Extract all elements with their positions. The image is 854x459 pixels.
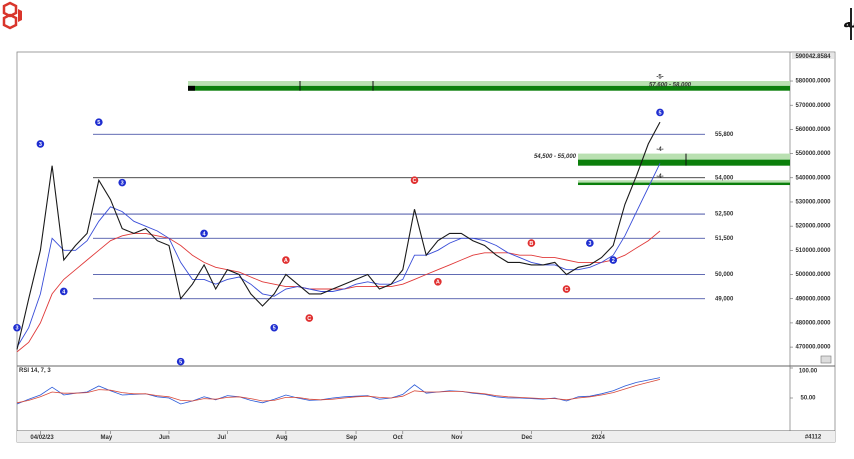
- zone-tag: -4-: [656, 147, 663, 153]
- zone-lower: [578, 182, 790, 186]
- wave-marker: [176, 357, 185, 366]
- price-line: [16, 121, 661, 350]
- x-tick-label: May: [101, 435, 113, 441]
- wave-marker: [200, 229, 208, 238]
- wave-label: 3: [121, 180, 124, 186]
- y-tick-label: 560000.0000: [795, 127, 831, 133]
- top-label: 590042.8584: [795, 54, 831, 60]
- wave-marker: [270, 323, 279, 332]
- wave-label: 3: [15, 326, 18, 332]
- wave-marker: [13, 323, 21, 332]
- wave-label: 4: [203, 231, 207, 237]
- y-tick-label: 580000.0000: [795, 79, 831, 85]
- wave-marker: [656, 108, 664, 117]
- level-label: 49,000: [715, 296, 734, 302]
- wave-marker: [527, 239, 536, 247]
- level-label: 51,500: [715, 236, 734, 242]
- zone-lower: [188, 85, 790, 91]
- level-label: 52,500: [715, 212, 734, 218]
- wave-label: 3: [588, 241, 591, 247]
- wave-marker: [118, 178, 127, 187]
- x-tick-label: Sep: [346, 435, 357, 441]
- footer-label: #4112: [805, 435, 822, 441]
- wave-marker: [434, 277, 442, 286]
- x-tick-label: Oct: [393, 435, 403, 441]
- wave-label: 4: [62, 289, 66, 295]
- scroll-button[interactable]: [820, 355, 832, 364]
- x-tick-label: 04/02/23: [30, 435, 54, 441]
- x-tick-label: Jun: [159, 435, 170, 441]
- moving-average: [16, 230, 661, 353]
- wave-label: A: [284, 258, 288, 264]
- rsi-label: RSI 14, 7, 3: [19, 368, 51, 374]
- wave-label: A: [436, 280, 440, 286]
- wave-label: C: [307, 316, 311, 322]
- zone-tag: -5-: [656, 75, 663, 81]
- wave-marker: [305, 314, 314, 322]
- wave-marker: [562, 285, 571, 293]
- y-tick-label: 520000.0000: [795, 224, 831, 230]
- logo: [2, 1, 22, 30]
- wave-label: 2: [612, 258, 615, 264]
- top-label-box: [792, 53, 834, 59]
- wave-label: 5: [97, 120, 100, 126]
- zone-label: 54,500 - 55,000: [534, 154, 577, 160]
- wave-label: C: [564, 287, 568, 293]
- zone-lower: [578, 159, 790, 166]
- wave-marker: [609, 256, 618, 264]
- wave-label: 5: [658, 110, 661, 116]
- zone-marker: [188, 85, 195, 91]
- rsi-tick-label: 50.00: [800, 396, 816, 402]
- level-label: 50,000: [715, 272, 734, 278]
- y-tick-label: 490000.0000: [795, 296, 831, 302]
- wave-label: 5: [179, 359, 182, 365]
- chart-frame: [16, 51, 836, 443]
- wave-label: 5: [273, 326, 276, 332]
- zone-upper: [188, 81, 790, 86]
- y-tick-label: 480000.0000: [795, 320, 831, 326]
- level-label: 55,800: [715, 132, 734, 138]
- moving-average: [16, 163, 661, 348]
- wave-marker: [410, 176, 419, 184]
- wave-marker: [586, 239, 594, 247]
- page-title: دلار آزاد – تایم فریم روزانه: [843, 14, 854, 32]
- wave-marker: [59, 287, 68, 296]
- x-tick-label: 2024: [592, 435, 606, 441]
- zone-label: 57,600 - 58,000: [649, 83, 692, 89]
- rsi-tick-label: 100.00: [799, 369, 818, 375]
- y-tick-label: 570000.0000: [795, 103, 831, 109]
- y-tick-label: 550000.0000: [795, 151, 831, 157]
- wave-marker: [95, 118, 103, 126]
- wave-marker: [282, 256, 290, 264]
- x-tick-label: Jul: [217, 435, 226, 441]
- zone-tag: -4-: [656, 174, 663, 180]
- wave-label: B: [529, 241, 533, 247]
- y-tick-label: 540000.0000: [795, 175, 831, 181]
- x-tick-label: Aug: [276, 435, 288, 441]
- x-tick-label: Dec: [521, 435, 533, 441]
- x-tick-label: Nov: [451, 435, 463, 441]
- time-strip: [17, 431, 835, 442]
- wave-label: C: [412, 178, 416, 184]
- rsi-line: [16, 379, 661, 404]
- y-tick-label: 500000.0000: [795, 272, 831, 278]
- y-tick-label: 530000.0000: [795, 200, 831, 206]
- wave-marker: [36, 140, 45, 148]
- wave-label: 3: [39, 142, 42, 148]
- y-tick-label: 510000.0000: [795, 248, 831, 254]
- level-label: 54,000: [715, 175, 734, 181]
- zone-upper: [578, 153, 790, 160]
- y-tick-label: 470000.0000: [795, 345, 831, 351]
- zone-upper: [578, 180, 790, 183]
